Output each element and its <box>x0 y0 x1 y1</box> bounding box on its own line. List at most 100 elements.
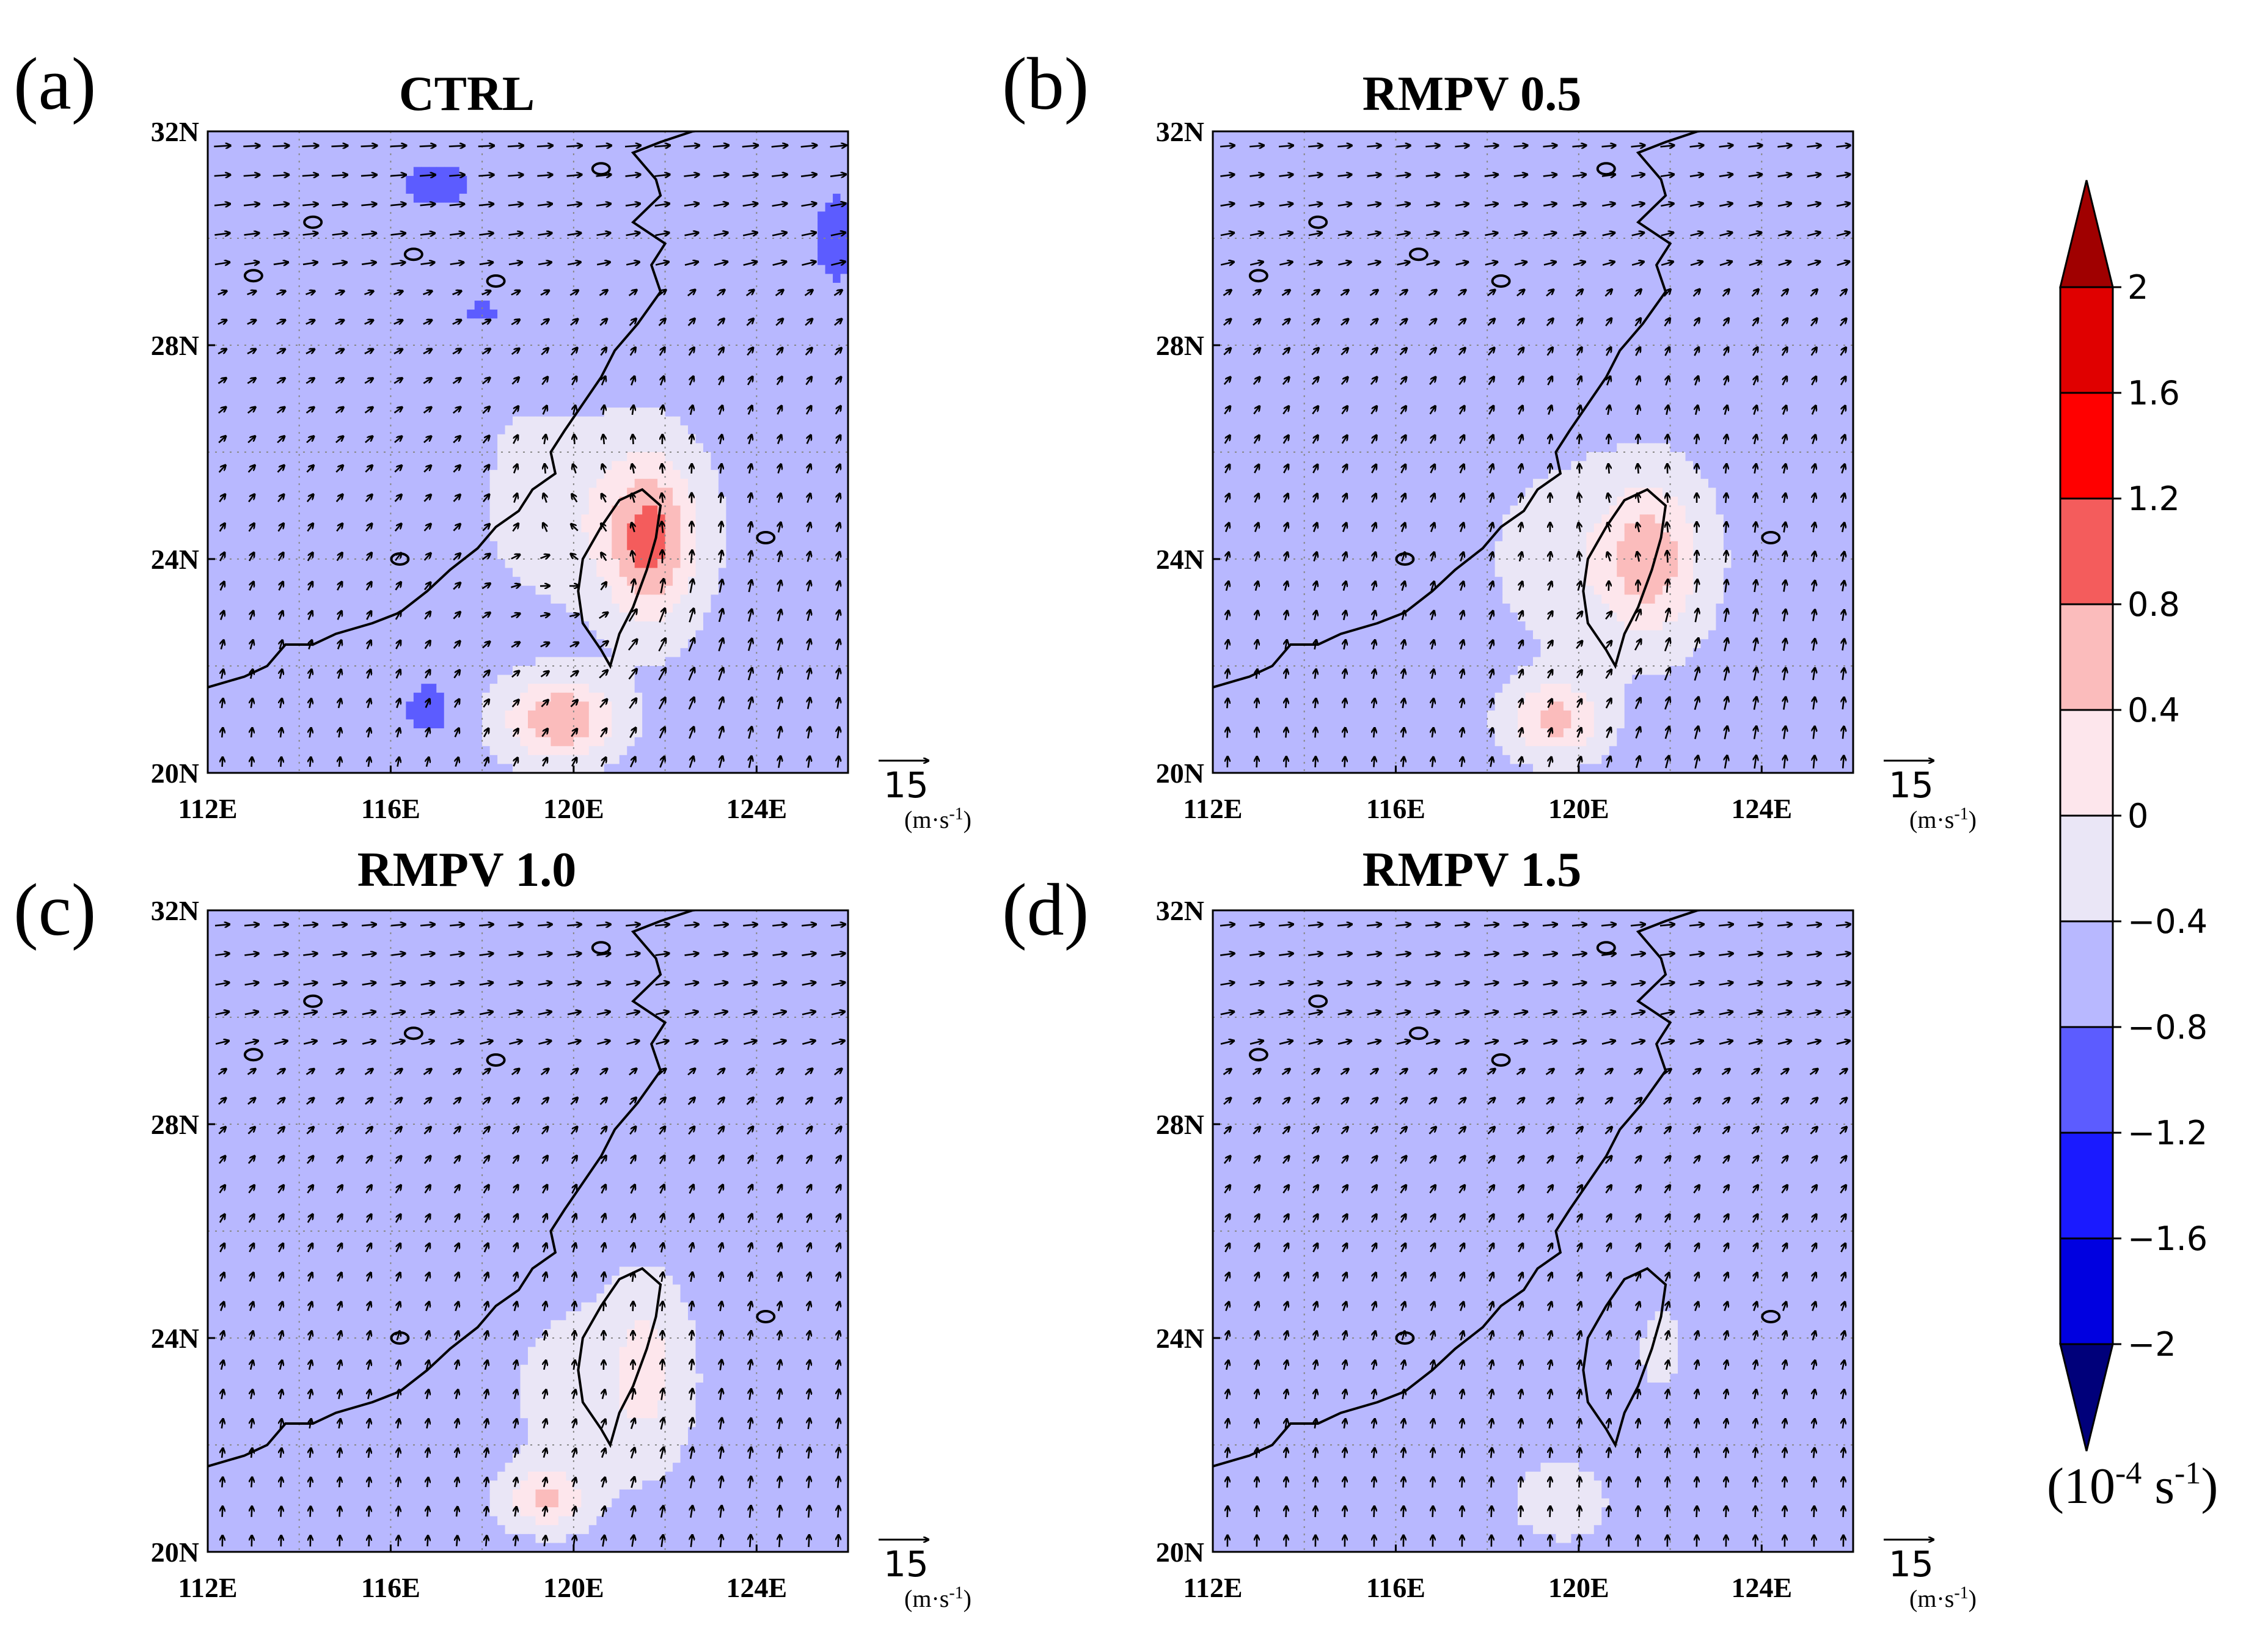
wind-arrow <box>661 579 664 594</box>
wind-arrow <box>541 729 547 737</box>
wind-arrow <box>1839 318 1846 326</box>
wind-arrow <box>338 669 342 679</box>
wind-arrow <box>332 204 347 205</box>
wind-arrow <box>423 582 431 591</box>
wind-arrow <box>628 290 637 296</box>
wind-arrow <box>717 318 725 326</box>
wind-arrow <box>221 611 224 620</box>
wind-arrow <box>1660 145 1675 147</box>
wind-arrow <box>368 757 370 767</box>
wind-arrow <box>335 349 344 354</box>
wind-arrow <box>1227 1448 1228 1458</box>
wind-arrow <box>601 552 607 561</box>
wind-arrow <box>214 262 230 265</box>
wind-arrow <box>775 348 783 356</box>
wind-arrow <box>450 262 464 264</box>
wind-arrow <box>778 756 780 768</box>
wind-arrow <box>364 320 374 324</box>
wind-arrow <box>778 638 781 651</box>
wind-arrow <box>775 318 783 326</box>
wind-arrow <box>572 494 578 503</box>
colorbar-tick-label: −0.4 <box>2127 902 2208 941</box>
wind-arrow <box>599 612 608 619</box>
wind-arrow <box>423 553 431 561</box>
wind-arrow <box>514 758 518 767</box>
wind-arrow <box>1807 203 1821 206</box>
wind-arrow <box>335 291 345 294</box>
wind-arrow <box>718 668 723 681</box>
wind-arrow <box>537 175 552 176</box>
colorbar-band <box>2059 603 2114 711</box>
wind-arrow <box>247 465 255 473</box>
wind-arrow <box>748 609 752 622</box>
wind-arrow <box>1690 233 1703 236</box>
wind-arrow <box>398 1477 399 1488</box>
wind-arrow <box>749 464 752 474</box>
y-tick-label: 28N <box>151 330 199 361</box>
wind-arrow <box>1810 289 1817 297</box>
wind-arrow <box>511 642 520 648</box>
wind-arrow <box>1725 464 1727 474</box>
wind-arrow <box>625 203 640 205</box>
wind-arrow <box>802 261 816 266</box>
wind-arrow <box>308 582 312 591</box>
wind-arrow <box>566 175 582 176</box>
wind-arrow <box>570 348 577 356</box>
wind-arrow <box>838 1477 839 1488</box>
wind-arrow <box>1666 347 1670 356</box>
wind-arrow <box>397 698 400 709</box>
wind-arrow <box>830 233 846 236</box>
wind-arrow <box>1457 290 1466 296</box>
wind-arrow <box>808 580 810 592</box>
wind-arrow <box>423 349 432 355</box>
wind-arrow <box>250 582 254 591</box>
wind-arrow <box>1367 145 1381 147</box>
wind-arrow <box>544 464 545 474</box>
wind-arrow <box>1315 756 1316 767</box>
wind-arrow <box>750 1535 751 1548</box>
wind-arrow <box>390 233 406 235</box>
wind-arrow <box>1491 1506 1492 1518</box>
wind-arrow <box>662 522 663 533</box>
wind-arrow <box>244 233 260 235</box>
wind-arrow <box>687 318 695 326</box>
x-tick-label: 116E <box>1366 793 1425 824</box>
wind-arrow <box>426 699 430 708</box>
wind-arrow <box>658 698 665 710</box>
wind-arrow <box>746 318 753 326</box>
wind-arrow <box>801 233 816 236</box>
wind-arrow <box>748 406 752 415</box>
wind-arrow <box>662 1331 663 1341</box>
wind-arrow <box>305 291 315 294</box>
wind-arrow <box>540 319 549 326</box>
wind-arrow <box>1755 1448 1756 1458</box>
wind-arrow <box>566 145 582 147</box>
wind-arrow <box>218 407 226 414</box>
wind-arrow <box>598 641 609 649</box>
wind-arrow <box>481 291 491 294</box>
wind-arrow <box>807 435 811 444</box>
colorbar-extend-low <box>2059 1343 2114 1452</box>
wind-arrow <box>1814 1506 1815 1518</box>
wind-arrow <box>659 756 664 768</box>
wind-arrow <box>1695 376 1698 386</box>
wind-arrow <box>1638 434 1639 445</box>
wind-vectors <box>1220 145 1851 769</box>
wind-arrow <box>423 378 431 384</box>
wind-arrow <box>1337 233 1352 235</box>
wind-arrow <box>362 262 376 264</box>
coastline <box>208 131 776 689</box>
y-tick-label: 20N <box>151 758 199 789</box>
wind-arrow <box>688 668 695 681</box>
wind-arrow <box>1778 261 1791 266</box>
wind-arrow <box>1749 232 1762 235</box>
wind-arrow <box>602 464 605 474</box>
wind-arrow <box>395 611 401 620</box>
wind-arrow <box>248 523 255 532</box>
wind-arrow <box>336 552 343 561</box>
wind-arrow <box>690 579 693 593</box>
wind-arrow <box>1461 1448 1463 1458</box>
wind-arrow <box>310 728 311 738</box>
wind-arrow <box>1573 261 1586 265</box>
wind-arrow <box>218 378 226 384</box>
